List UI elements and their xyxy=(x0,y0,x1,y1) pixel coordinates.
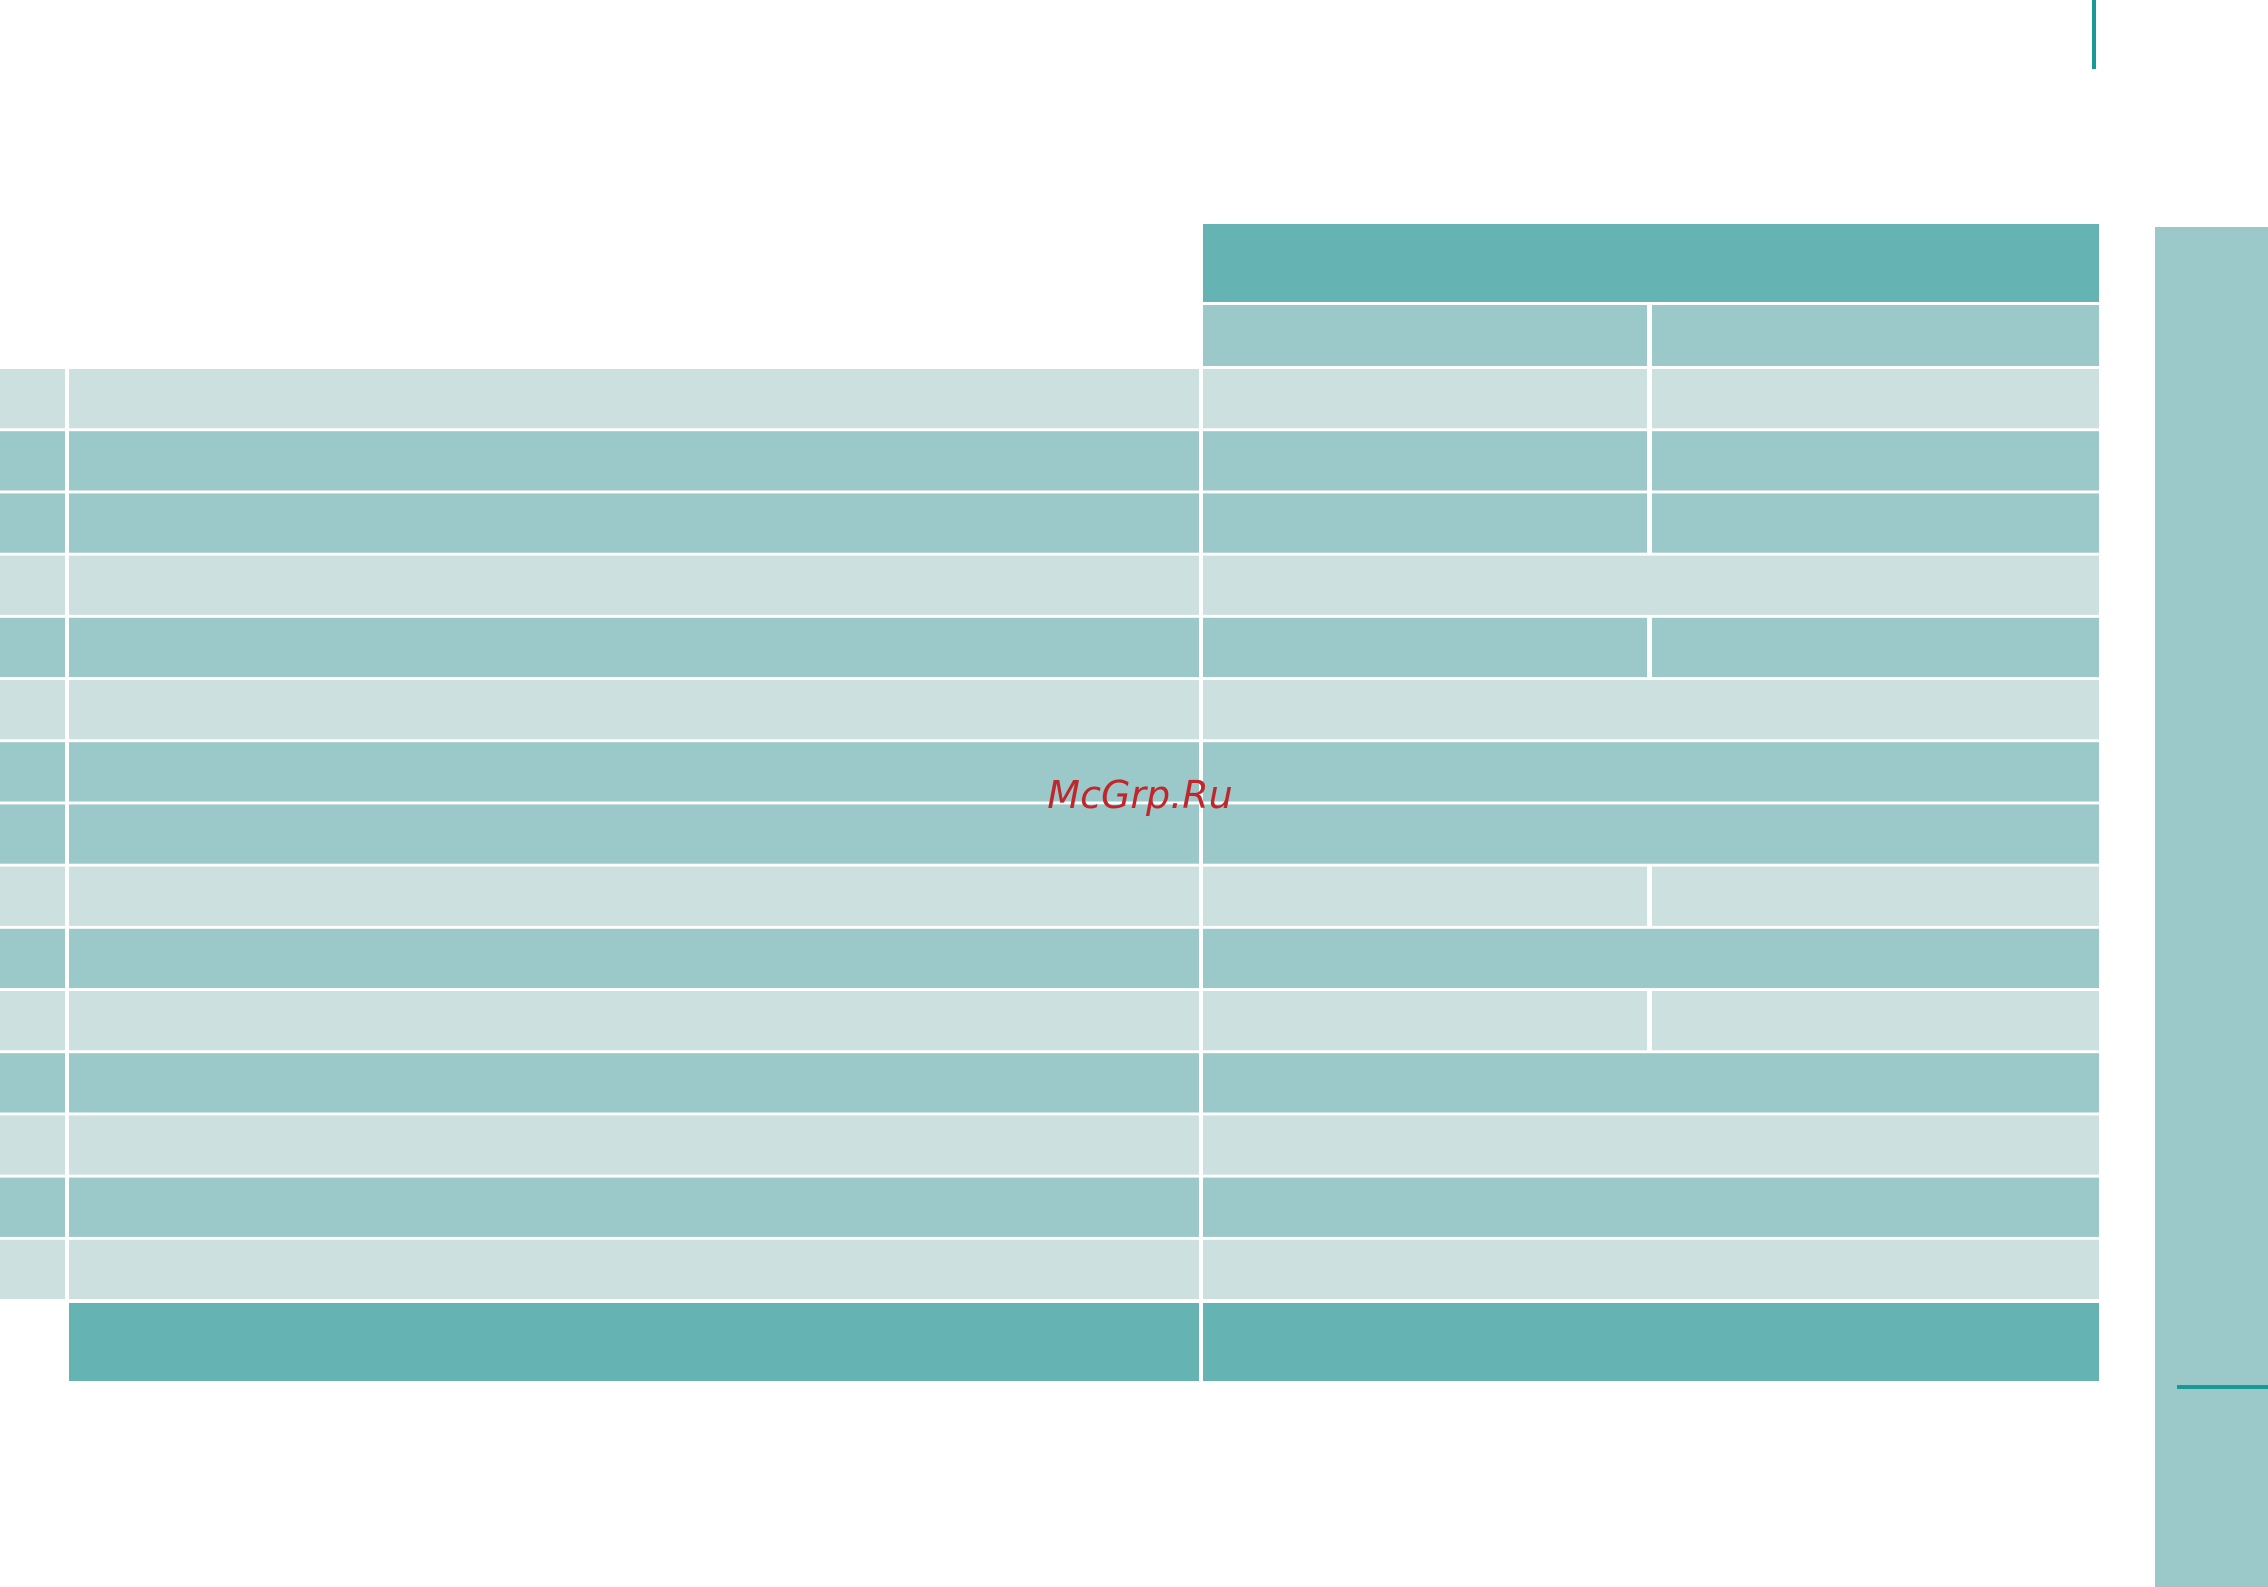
table-cell xyxy=(0,431,65,491)
table-cell xyxy=(69,617,1199,678)
table-cell xyxy=(1652,866,2099,926)
table-cell xyxy=(1203,617,1647,678)
table-cell xyxy=(1203,804,2099,864)
table-cell xyxy=(0,991,65,1051)
table-header xyxy=(1203,224,2099,302)
table-cell xyxy=(1203,1053,2099,1113)
table-cell xyxy=(0,1239,65,1300)
table-cell xyxy=(0,1115,65,1175)
table-cell xyxy=(69,680,1199,740)
table-cell xyxy=(69,493,1199,553)
table-cell xyxy=(1203,369,1647,429)
table-cell xyxy=(0,742,65,802)
table-cell xyxy=(0,804,65,864)
table-cell xyxy=(1203,431,1647,491)
table-cell xyxy=(0,1177,65,1237)
table-cell xyxy=(1203,1115,2099,1175)
table-cell xyxy=(1652,431,2099,491)
table-cell xyxy=(0,369,65,429)
table-cell xyxy=(1203,555,2099,615)
table-cell xyxy=(1652,369,2099,429)
table-cell xyxy=(1203,680,2099,740)
table-cell xyxy=(69,1239,1199,1300)
footer-cell xyxy=(1203,1303,2099,1381)
table-cell xyxy=(1652,991,2099,1051)
table-cell xyxy=(0,1053,65,1113)
table-cell xyxy=(0,493,65,553)
table-cell xyxy=(0,866,65,926)
table-cell xyxy=(1203,493,1647,553)
table-cell xyxy=(1203,1239,2099,1300)
table-cell xyxy=(1652,617,2099,678)
table-cell xyxy=(1203,991,1647,1051)
watermark: McGrp.Ru xyxy=(1047,773,1232,817)
table-cell xyxy=(69,928,1199,989)
footer-cell xyxy=(69,1303,1199,1381)
table-cell xyxy=(1652,493,2099,553)
table-cell xyxy=(69,555,1199,615)
table-cell xyxy=(69,1053,1199,1113)
subheader-cell xyxy=(1652,305,2099,366)
sidebar xyxy=(2155,227,2268,1587)
table-cell xyxy=(0,680,65,740)
table-cell xyxy=(1203,928,2099,989)
table-cell xyxy=(1203,866,1647,926)
table-body xyxy=(0,369,2099,1300)
table-cell xyxy=(69,991,1199,1051)
table-cell xyxy=(69,866,1199,926)
table-cell xyxy=(1203,1177,2099,1237)
table-cell xyxy=(69,1115,1199,1175)
table-cell xyxy=(0,928,65,989)
table-cell xyxy=(69,431,1199,491)
table-cell xyxy=(0,555,65,615)
table-cell xyxy=(69,1177,1199,1237)
subheader-cell xyxy=(1203,305,1647,366)
table-cell xyxy=(69,804,1199,864)
table-cell xyxy=(1203,742,2099,802)
table-cell xyxy=(69,742,1199,802)
table-cell xyxy=(0,617,65,678)
table-cell xyxy=(69,369,1199,429)
